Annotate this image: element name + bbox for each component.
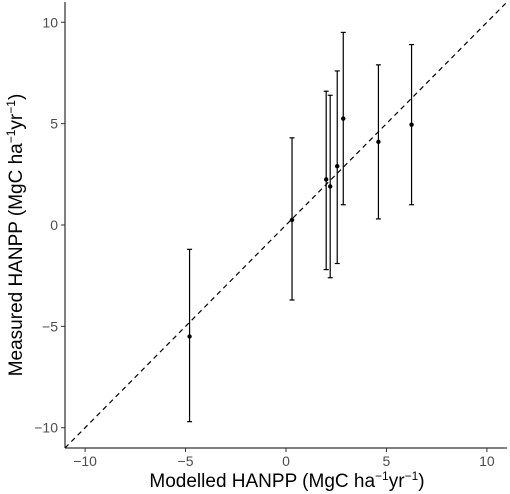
- data-point-group: [323, 90, 329, 271]
- x-tick-label: 0: [282, 453, 290, 469]
- data-point-group: [327, 94, 333, 279]
- x-tick-label: −5: [178, 453, 194, 469]
- data-point: [341, 116, 346, 121]
- y-axis-title: Measured HANPP (MgC ha−1yr−1): [4, 94, 27, 377]
- x-tick-label: −10: [73, 453, 97, 469]
- data-point: [376, 139, 381, 145]
- x-tick-label: 5: [383, 453, 391, 469]
- data-point: [187, 334, 192, 339]
- data-point: [289, 217, 295, 223]
- x-tick-label: 10: [479, 453, 495, 469]
- data-point: [328, 184, 333, 189]
- y-tick-label: −10: [34, 420, 58, 436]
- y-axis-ticks: −10 −5 0 5 10: [34, 14, 65, 436]
- y-tick-label: 10: [42, 14, 58, 30]
- data-point-group: [340, 31, 346, 206]
- data-point-group: [375, 64, 381, 220]
- data-point-group: [334, 70, 340, 265]
- data-point-group: [409, 43, 415, 206]
- x-axis-ticks: −10 −5 0 5 10: [73, 448, 495, 469]
- y-tick-label: −5: [42, 318, 58, 334]
- identity-line: [64, 1, 508, 449]
- data-point-group: [187, 248, 193, 423]
- data-point-group: [289, 137, 295, 301]
- y-tick-label: 5: [50, 116, 58, 132]
- y-tick-label: 0: [50, 217, 58, 233]
- data-point: [335, 164, 340, 169]
- plot-area: [64, 1, 508, 449]
- x-axis-title: Modelled HANPP (MgC ha−1yr−1): [149, 469, 424, 492]
- data-point: [409, 122, 414, 127]
- data-point: [323, 177, 329, 182]
